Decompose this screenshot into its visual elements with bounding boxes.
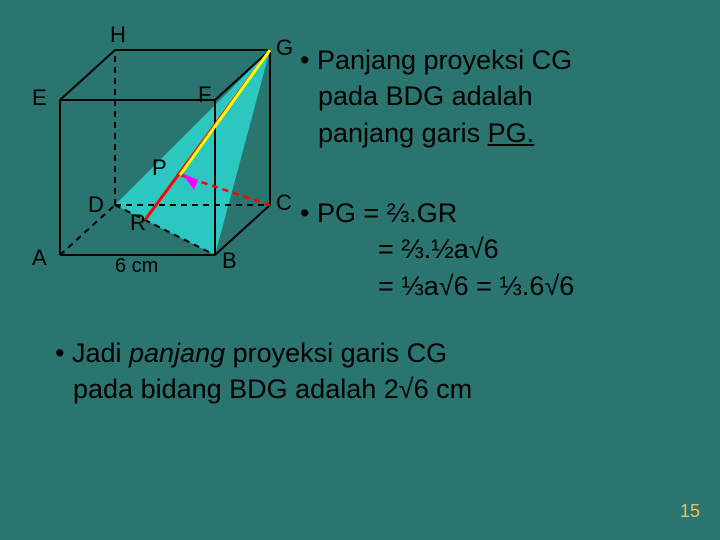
b1-pg: PG. — [488, 118, 535, 148]
label-h: H — [110, 22, 126, 48]
b1-line2: pada BDG adalah — [300, 81, 533, 111]
bullet-3: • Jadi panjang proyeksi garis CG pada bi… — [55, 335, 705, 408]
slide: { "diagram": { "vertices": { "A": {"x": … — [0, 0, 720, 540]
b1-line1: • Panjang proyeksi CG — [300, 45, 572, 75]
b2-line1: • PG = ⅔.GR — [300, 198, 457, 228]
b3-line2: pada bidang BDG adalah 2√6 cm — [55, 374, 472, 404]
label-e: E — [32, 85, 47, 111]
bullet-2: • PG = ⅔.GR = ⅔.½a√6 = ⅓a√6 = ⅓.6√6 — [300, 195, 700, 304]
b3-line1: • Jadi panjang proyeksi garis CG — [55, 338, 447, 368]
bullet-1: • Panjang proyeksi CG pada BDG adalah pa… — [300, 42, 700, 151]
base-label: 6 cm — [115, 255, 158, 278]
cube-diagram: A B C D E F G H P R 6 cm — [50, 40, 280, 270]
label-r: R — [130, 210, 146, 236]
label-b: B — [222, 248, 237, 274]
label-c: C — [276, 190, 292, 216]
label-f: F — [198, 82, 211, 108]
label-p: P — [152, 155, 167, 181]
label-d: D — [88, 192, 104, 218]
label-a: A — [32, 245, 47, 271]
label-g: G — [276, 35, 293, 61]
edge-eh — [60, 50, 115, 100]
b2-line3: = ⅓a√6 = ⅓.6√6 — [300, 271, 574, 301]
page-number: 15 — [680, 501, 700, 522]
b2-line2: = ⅔.½a√6 — [300, 234, 499, 264]
b1-line3a: panjang garis — [300, 118, 488, 148]
